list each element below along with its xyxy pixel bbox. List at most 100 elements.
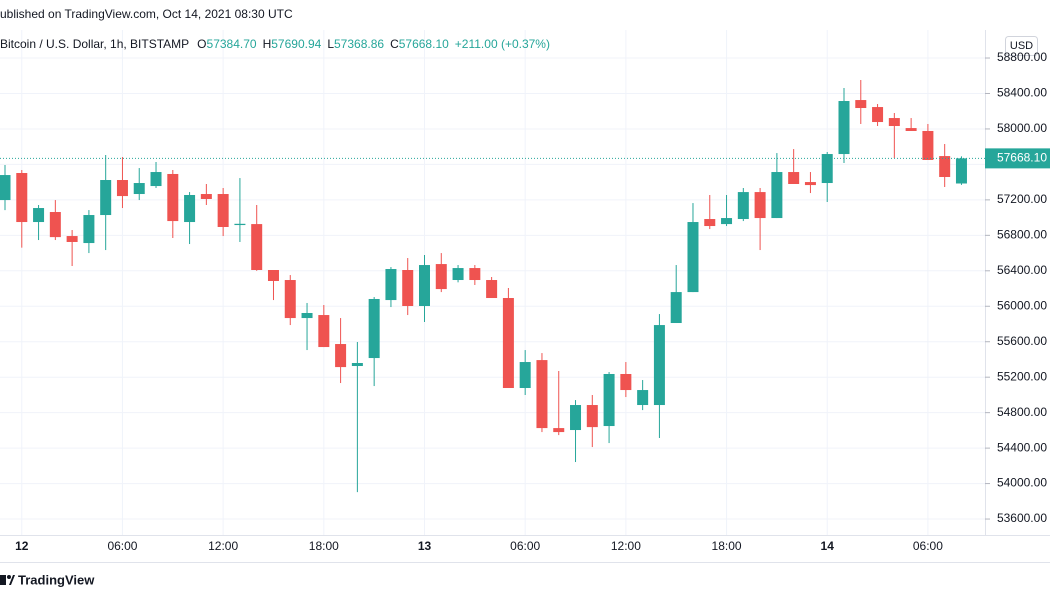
x-tick-label: 12:00 — [611, 539, 641, 553]
candle-body — [670, 292, 682, 324]
footer: TradingView — [18, 572, 95, 587]
logo — [0, 575, 15, 585]
candle-body — [955, 158, 967, 184]
last-price-label: 57668.10 — [997, 151, 1047, 165]
candle-body — [519, 362, 531, 389]
candle-body — [872, 107, 884, 123]
candle-body — [620, 373, 632, 391]
legend-value: 57368.86 — [334, 37, 384, 51]
legend-symbol: Bitcoin / U.S. Dollar, 1h, BITSTAMP — [0, 37, 189, 51]
candle-body — [251, 224, 263, 270]
candle-body — [939, 156, 951, 177]
candle-body — [435, 264, 447, 290]
candle-body — [368, 298, 380, 359]
y-tick-label: 58400.00 — [997, 86, 1047, 100]
candle-body — [586, 405, 598, 428]
candle-body — [737, 192, 749, 220]
candle-body — [704, 219, 716, 227]
candle-body — [335, 344, 347, 368]
y-tick-label: 58800.00 — [997, 50, 1047, 64]
y-tick-label: 53600.00 — [997, 511, 1047, 525]
candle-body — [234, 223, 246, 226]
last-price-box — [985, 148, 1050, 169]
legend-key: O — [197, 37, 206, 51]
x-tick-label: 18:00 — [309, 539, 339, 553]
header: ublished on TradingView.com, Oct 14, 202… — [0, 7, 293, 21]
x-tick-label: 12:00 — [208, 539, 238, 553]
y-tick-label: 54800.00 — [997, 405, 1047, 419]
candle-body — [284, 280, 296, 319]
candle-body — [33, 208, 45, 223]
candle-body — [922, 130, 934, 160]
y-tick-label: 58000.00 — [997, 121, 1047, 135]
x-tick-label: 06:00 — [913, 539, 943, 553]
candle-body — [469, 268, 481, 281]
candle-body — [100, 180, 112, 216]
candle-body — [821, 154, 833, 184]
candle-body — [351, 363, 363, 367]
candle-body — [637, 390, 649, 406]
candle-body — [318, 315, 330, 348]
x-tick-label: 06:00 — [510, 539, 540, 553]
candle-body — [905, 128, 917, 131]
candle-body — [150, 172, 162, 187]
candle-body — [116, 180, 128, 197]
candle-body — [200, 194, 212, 199]
candle-body — [888, 118, 900, 127]
x-tick-label: 13 — [418, 539, 432, 553]
candle-body — [788, 172, 800, 185]
candle-body — [419, 265, 430, 306]
candle-body — [771, 172, 783, 219]
legend: Bitcoin / U.S. Dollar, 1h, BITSTAMP O5738… — [0, 37, 550, 51]
candle-body — [83, 215, 95, 244]
legend-value: 57668.10 — [399, 37, 449, 51]
candle-body — [0, 175, 11, 201]
currency: USD — [1010, 40, 1033, 52]
candle-body — [653, 325, 665, 406]
candle-body — [502, 298, 514, 389]
y-tick-label: 56400.00 — [997, 263, 1047, 277]
x-tick-label: 06:00 — [107, 539, 137, 553]
legend-key: C — [390, 37, 399, 51]
candle-body — [167, 173, 179, 222]
candle-body — [553, 428, 565, 433]
candle-body — [486, 280, 498, 299]
candle-body — [838, 101, 850, 155]
y-tick-label: 56800.00 — [997, 228, 1047, 242]
legend-key: H — [263, 37, 272, 51]
currency-box — [1005, 36, 1038, 56]
candle-body — [184, 194, 196, 223]
candle-body — [804, 182, 816, 186]
y-tick-label: 55600.00 — [997, 334, 1047, 348]
candle-body — [721, 218, 733, 225]
candle-body — [570, 405, 582, 431]
candle-body — [402, 269, 414, 306]
candle-body — [66, 236, 78, 242]
candle-body — [267, 269, 279, 281]
legend-key: L — [327, 37, 334, 51]
x-tick-label: 18:00 — [712, 539, 742, 553]
y-tick-label: 54400.00 — [997, 440, 1047, 454]
candle-body — [536, 360, 548, 429]
candle-body — [855, 100, 867, 109]
candle-body — [452, 268, 464, 281]
candle-body — [385, 269, 397, 301]
legend-value: 57690.94 — [271, 37, 321, 51]
candle-body — [687, 222, 699, 293]
candle-body — [16, 173, 28, 223]
y-tick-label: 57200.00 — [997, 192, 1047, 206]
y-tick-label: 54000.00 — [997, 476, 1047, 490]
x-tick-label: 12 — [15, 539, 29, 553]
grid — [0, 30, 985, 535]
candle-body — [217, 194, 229, 227]
legend-change: +211.00 (+0.37%) — [455, 37, 550, 51]
candle-body — [133, 183, 145, 195]
candle-body — [603, 373, 615, 427]
candle-body — [301, 312, 313, 319]
x-tick-label: 14 — [821, 539, 835, 553]
legend-value: 57384.70 — [207, 37, 257, 51]
y-tick-label: 56000.00 — [997, 298, 1047, 312]
candle-body — [754, 192, 766, 219]
candle-body — [49, 212, 61, 238]
